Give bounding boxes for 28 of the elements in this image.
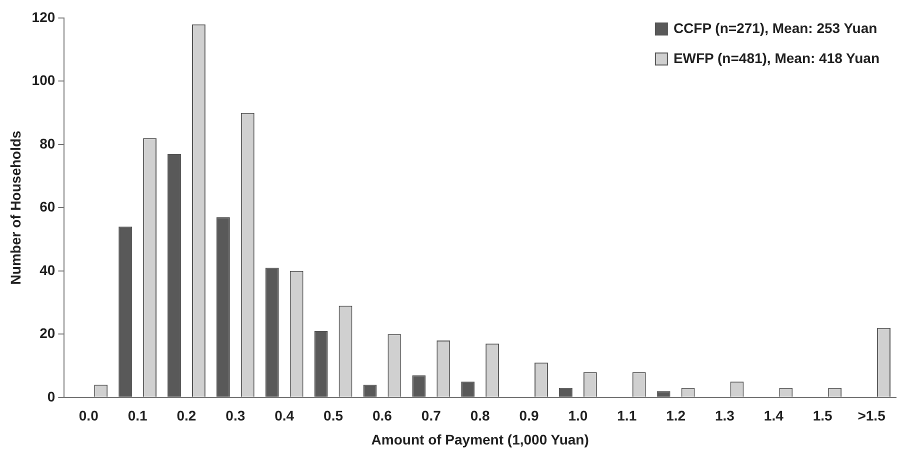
legend-label: EWFP (n=481), Mean: 418 Yuan <box>673 50 880 66</box>
x-tick-label: 0.1 <box>128 408 148 424</box>
y-tick-label: 40 <box>40 262 56 278</box>
x-tick-label: 1.1 <box>617 408 637 424</box>
x-tick-label: >1.5 <box>858 408 886 424</box>
x-tick-label: 0.2 <box>176 408 196 424</box>
x-tick-label: 0.4 <box>274 408 294 424</box>
y-axis-title: Number of Households <box>7 130 24 285</box>
x-tick-label: 1.5 <box>812 408 833 424</box>
y-tick-label: 80 <box>40 135 56 152</box>
x-tick-label: 0.6 <box>372 408 392 424</box>
x-tick-label: 1.3 <box>715 408 735 424</box>
x-tick-label: 0.8 <box>470 408 490 424</box>
x-tick-label: 0.0 <box>78 408 99 424</box>
x-tick-label: 0.9 <box>519 408 539 424</box>
x-tick-label: 1.2 <box>666 408 686 424</box>
x-tick-label: 1.4 <box>764 408 784 424</box>
legend-label: CCFP (n=271), Mean: 253 Yuan <box>673 20 878 36</box>
y-tick-label: 0 <box>47 388 56 404</box>
x-axis-title: Amount of Payment (1,000 Yuan) <box>371 431 589 448</box>
x-tick-label: 0.3 <box>226 408 246 424</box>
y-tick-label: 120 <box>32 8 56 25</box>
x-tick-label: 0.5 <box>324 408 344 424</box>
y-tick-label: 20 <box>40 325 56 342</box>
x-tick-label: 1.0 <box>568 408 588 424</box>
y-tick-label: 100 <box>32 72 56 88</box>
y-tick-label: 60 <box>40 198 56 215</box>
x-tick-label: 0.7 <box>421 408 442 424</box>
